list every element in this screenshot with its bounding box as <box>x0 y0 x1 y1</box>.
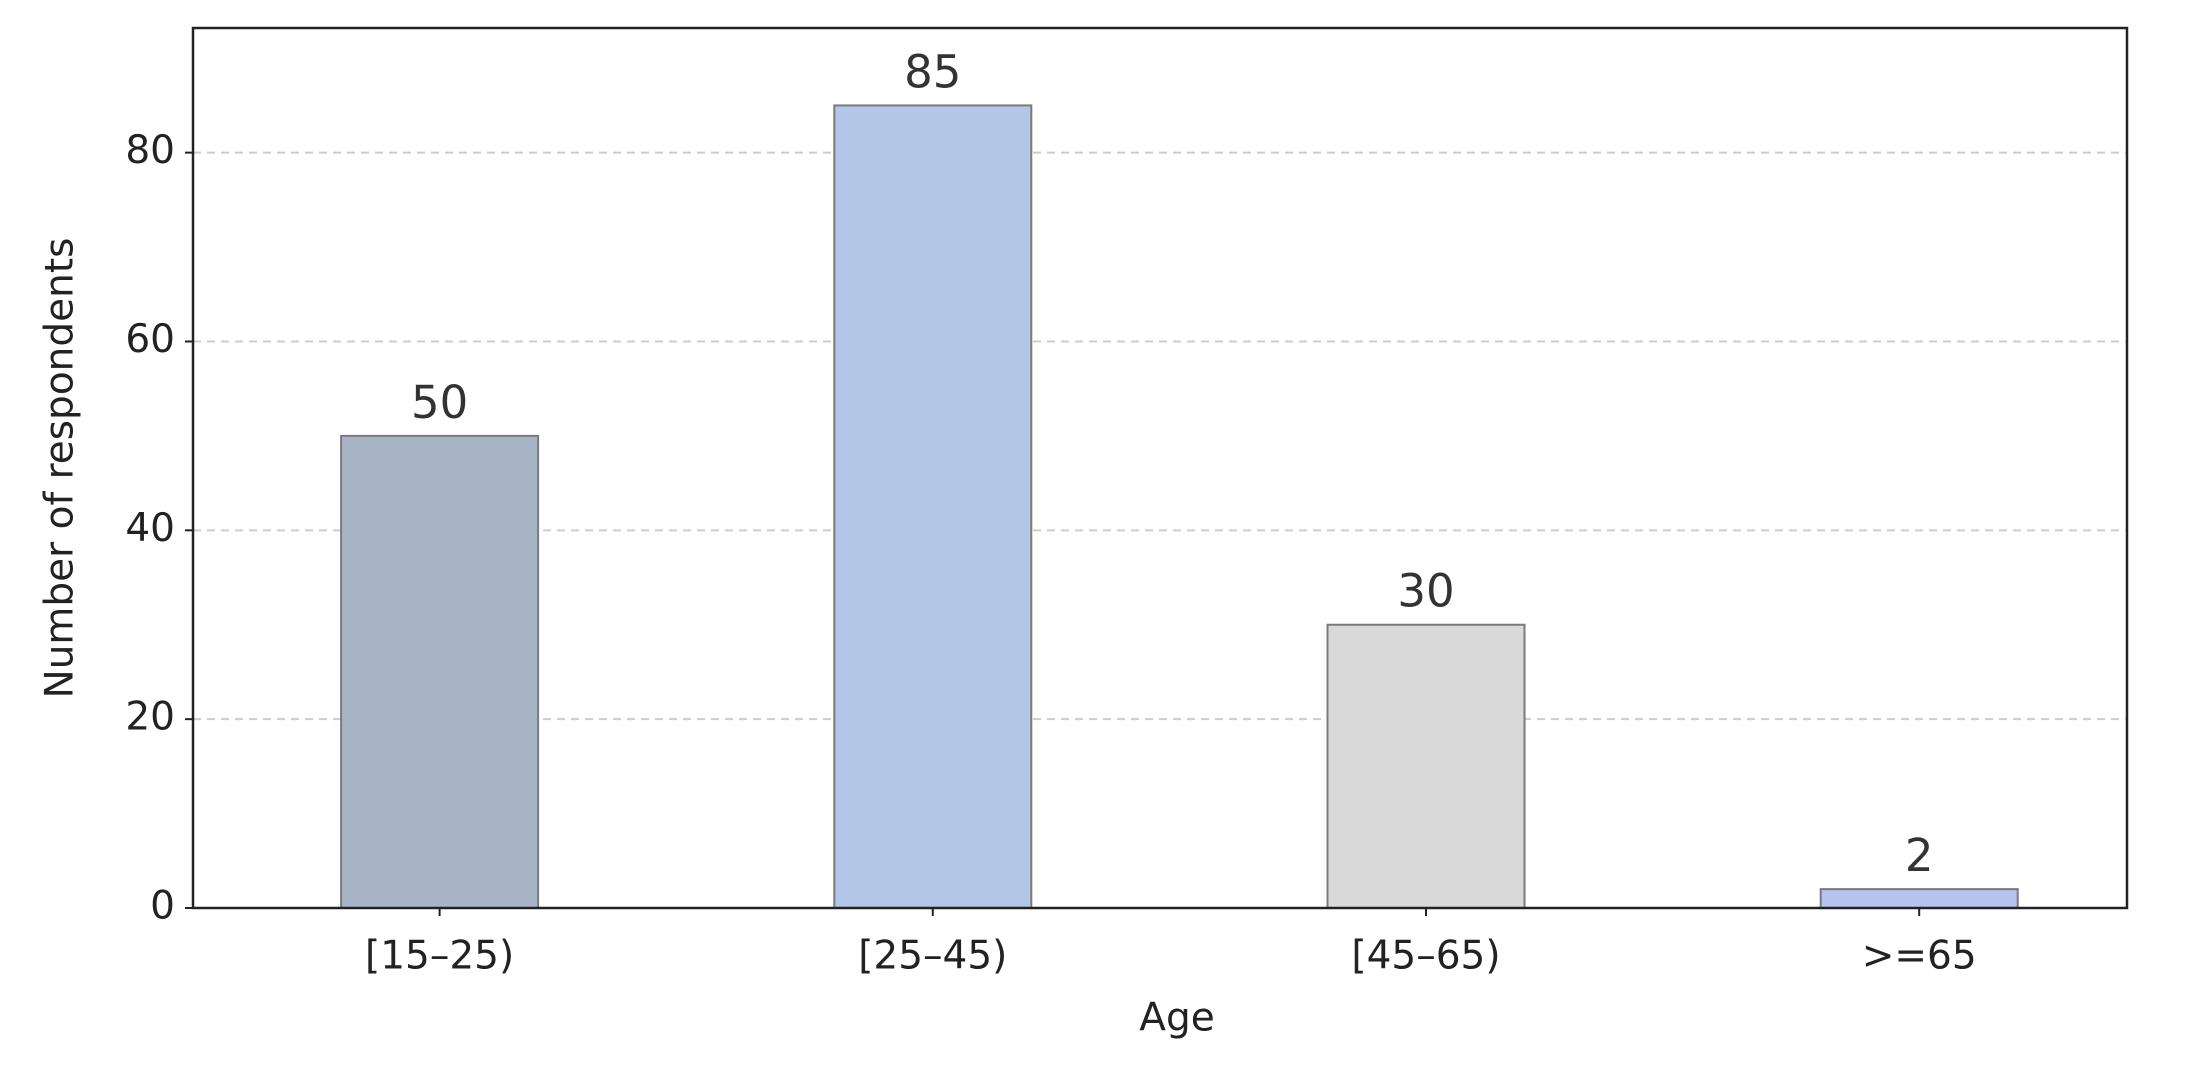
y-tick-label: 60 <box>125 317 175 362</box>
y-tick-label: 40 <box>125 506 175 551</box>
x-tick-label: >=65 <box>1862 934 1977 979</box>
value-label: 2 <box>1905 829 1934 882</box>
value-label: 30 <box>1397 565 1454 618</box>
x-tick-label: [15–25) <box>365 934 514 979</box>
y-axis-label: Number of respondents <box>38 238 83 699</box>
y-tick-label: 20 <box>125 695 175 740</box>
value-label: 85 <box>904 45 961 98</box>
value-label: 50 <box>411 376 468 429</box>
plot-frame <box>191 26 2129 910</box>
bar <box>1819 888 2019 910</box>
x-axis-label: Age <box>1139 996 1214 1041</box>
bar <box>1326 623 1526 910</box>
x-tick-label: [45–65) <box>1351 934 1500 979</box>
y-tick-label: 0 <box>150 884 175 929</box>
x-tick-label: [25–45) <box>858 934 1007 979</box>
bar <box>833 104 1033 910</box>
y-tick-label: 80 <box>125 128 175 173</box>
bar <box>340 434 540 909</box>
